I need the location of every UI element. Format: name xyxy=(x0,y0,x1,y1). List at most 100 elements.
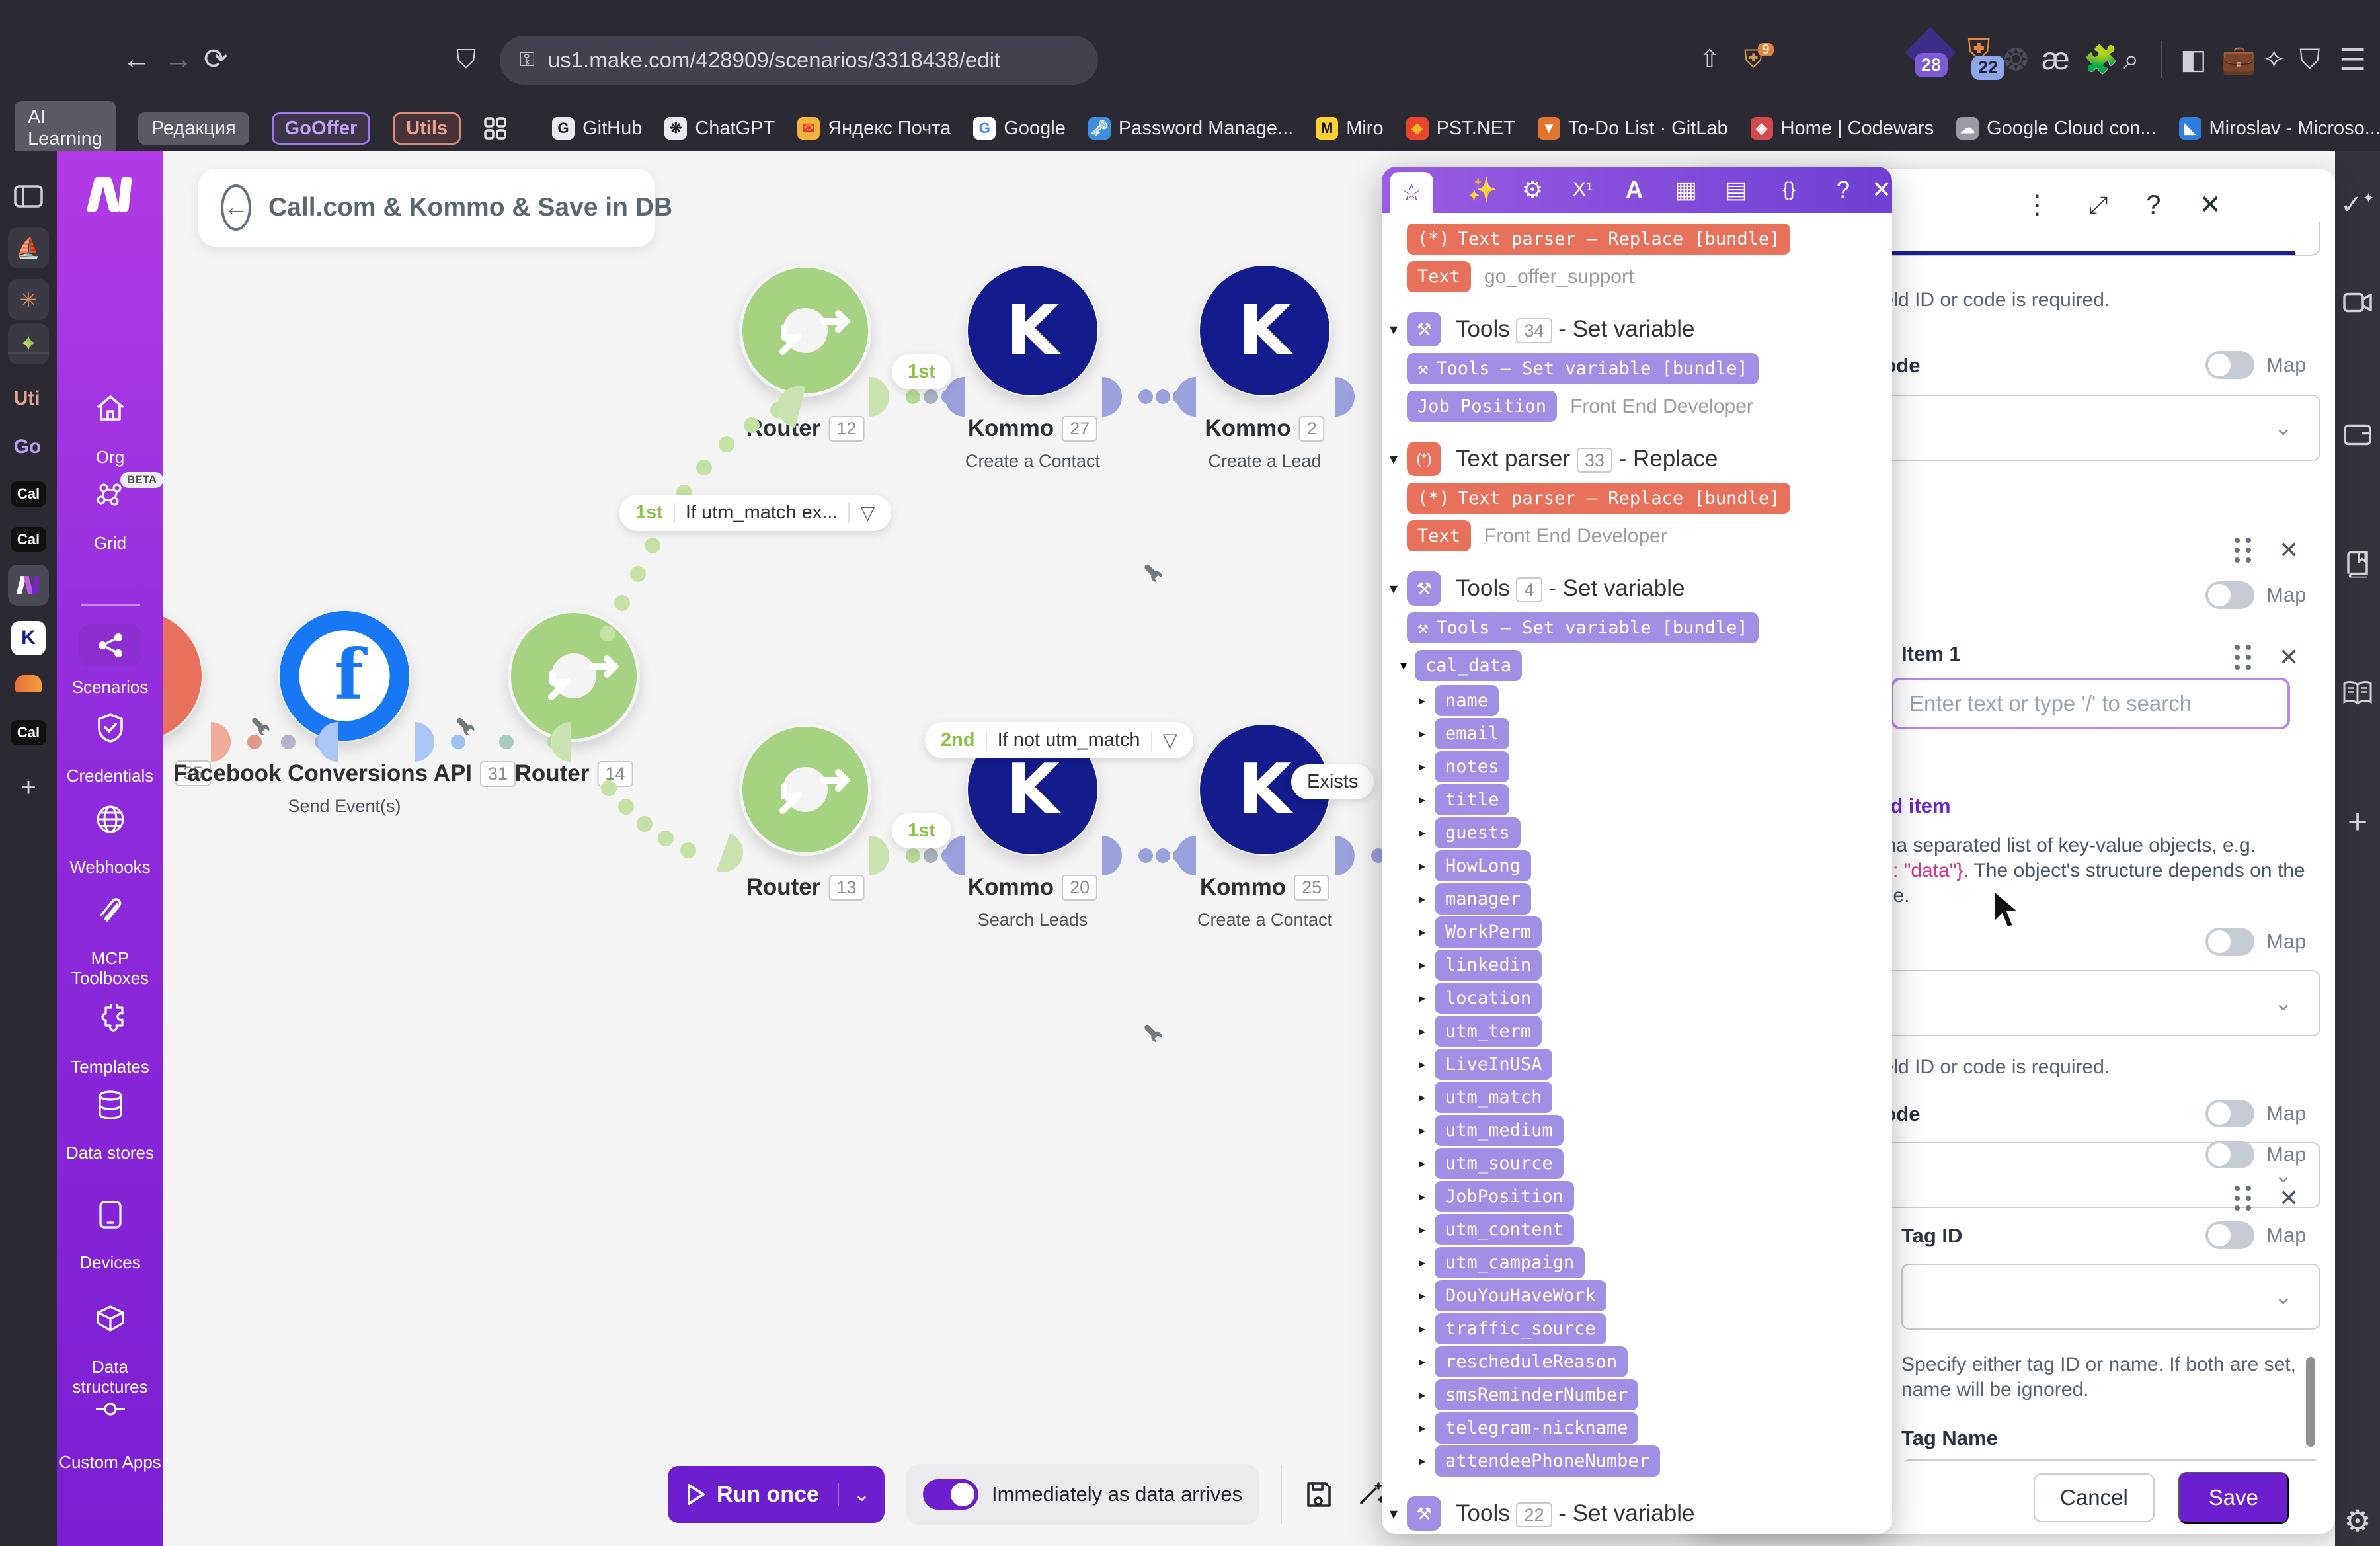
tabstrip-sidebar-toggle[interactable] xyxy=(8,176,49,217)
tabstrip-cal-com[interactable]: Cal xyxy=(8,473,49,514)
extension-dark-icon[interactable]: ❂ xyxy=(2003,42,2029,77)
expand-caret[interactable]: ▸ xyxy=(1419,1157,1426,1171)
expand-caret[interactable]: ▸ xyxy=(1419,1256,1426,1270)
sidebar-item-credentials[interactable] xyxy=(57,713,163,743)
tree-field-chip[interactable]: ▸ manager xyxy=(1419,883,1892,915)
tabstrip-kommo[interactable]: K xyxy=(8,618,49,659)
sidebar-item-scenarios[interactable] xyxy=(57,624,163,667)
tabstrip-cal-com[interactable]: Cal xyxy=(8,712,49,753)
expand-caret[interactable]: ▸ xyxy=(1419,727,1426,741)
module-node-router-14[interactable] xyxy=(508,610,640,742)
magic-wand-icon[interactable] xyxy=(1355,1479,1385,1510)
panel-menu-icon[interactable]: ⋮ xyxy=(2024,190,2051,220)
tree-field-chip[interactable]: ▸ notes xyxy=(1419,751,1892,782)
add-sidebar-icon[interactable]: + xyxy=(2347,803,2368,841)
wrench-icon[interactable] xyxy=(243,716,273,739)
drag-handle[interactable] xyxy=(2235,538,2252,563)
remove-item-icon[interactable]: ✕ xyxy=(2279,1184,2299,1211)
bookmark-item[interactable]: ◈ Home | Codewars xyxy=(1750,117,1934,140)
wallet-icon[interactable]: 💼 xyxy=(2221,44,2256,75)
module-node-kommo-25[interactable]: K xyxy=(1199,723,1331,856)
sparkle-ai-icon[interactable]: ✧ xyxy=(2262,44,2286,75)
map-toggle-values[interactable]: Map xyxy=(2205,581,2306,609)
save-button[interactable]: Save xyxy=(2178,1472,2289,1524)
reading-list-icon[interactable] xyxy=(2343,680,2372,708)
expand-caret[interactable]: ▸ xyxy=(1419,694,1426,708)
tag-id-select[interactable]: ⌄ xyxy=(1901,1264,2320,1330)
bundle-tag[interactable]: ⚒ Tools — Set variable [bundle] xyxy=(1407,612,1892,643)
extension-badge-28[interactable]: 28 xyxy=(1915,53,1948,77)
bookmark-item[interactable]: 🗝 Password Manage... xyxy=(1088,117,1293,140)
ae-extension-icon[interactable]: æ xyxy=(2042,42,2070,77)
bundle-tag[interactable]: (*) Text parser — Replace [bundle] xyxy=(1407,483,1892,514)
tree-field-chip[interactable]: ▸ utm_content xyxy=(1419,1214,1892,1245)
tree-field-chip[interactable]: ▸ HowLong xyxy=(1419,850,1892,881)
scheduling-toggle[interactable] xyxy=(923,1479,979,1510)
tabstrip-new-tab[interactable]: + xyxy=(20,772,36,802)
tabstrip-app-crown[interactable]: ⛵ xyxy=(8,227,49,268)
close-panel-icon[interactable]: ✕ xyxy=(1871,176,1892,203)
expand-caret[interactable]: ▸ xyxy=(1419,1223,1426,1237)
item-controls[interactable]: ✕ xyxy=(2235,536,2299,564)
collapse-caret[interactable]: ▾ xyxy=(1390,579,1398,598)
route-badge-exists[interactable]: Exists xyxy=(1291,764,1374,799)
run-options-chevron[interactable]: ⌄ xyxy=(837,1483,885,1506)
bookmark-item[interactable]: M Miro xyxy=(1316,117,1384,140)
site-permissions-icon[interactable]: ⚿ xyxy=(520,49,535,71)
bookmark-book-icon[interactable] xyxy=(2344,551,2371,581)
expand-caret[interactable]: ▸ xyxy=(1419,1322,1426,1336)
item1-lower-controls[interactable]: ✕ xyxy=(2235,1184,2299,1212)
expand-caret[interactable]: ▸ xyxy=(1419,826,1426,840)
bookmark-item[interactable]: G GitHub xyxy=(552,117,642,140)
sparkles-tab[interactable]: ✨ xyxy=(1467,176,1497,203)
save-icon[interactable] xyxy=(1303,1479,1333,1510)
settings-gear-icon[interactable]: ⚙ xyxy=(2344,1504,2371,1538)
map-toggle-field-code[interactable]: Map xyxy=(2205,351,2306,379)
tree-field-chip[interactable]: ▸ smsReminderNumber xyxy=(1419,1379,1892,1410)
expand-caret[interactable]: ▸ xyxy=(1419,1123,1426,1138)
tree-field-chip[interactable]: ▸ traffic_source xyxy=(1419,1313,1892,1344)
tab-group-utils[interactable]: Utils xyxy=(393,112,461,145)
sidebar-item-custom-apps[interactable] xyxy=(57,1399,163,1419)
map-toggle-tags[interactable]: Map xyxy=(2205,1141,2306,1168)
tree-parent-chip[interactable]: ▾ cal_data xyxy=(1400,650,1892,681)
shield-icon[interactable]: ⛨ 9 xyxy=(1744,43,1774,72)
map-toggle-field-id[interactable]: Map xyxy=(2205,928,2306,956)
wrench-icon[interactable] xyxy=(448,716,478,739)
value-search-input[interactable]: Enter text or type '/' to search xyxy=(1891,678,2290,729)
help-tab[interactable]: ? xyxy=(1836,176,1850,203)
module-node-red-35[interactable] xyxy=(163,610,203,742)
expand-caret[interactable]: ▸ xyxy=(1419,760,1426,774)
module-node-kommo-2[interactable]: K xyxy=(1199,264,1331,397)
tree-field-chip[interactable]: ▸ attendeePhoneNumber xyxy=(1419,1445,1892,1477)
back-icon[interactable]: ← xyxy=(122,43,151,75)
tree-field-chip[interactable]: ▸ utm_medium xyxy=(1419,1115,1892,1146)
date-tab[interactable]: ▦ xyxy=(1674,176,1697,203)
gear-tab[interactable]: ⚙ xyxy=(1521,176,1544,203)
sidebar-item-org[interactable] xyxy=(57,394,163,422)
sidebar-item-templates[interactable] xyxy=(57,1004,163,1033)
expand-caret[interactable]: ▸ xyxy=(1419,892,1426,907)
ai-check-icon[interactable]: ✓✦ xyxy=(2340,190,2375,220)
share-icon[interactable]: ⇧ xyxy=(1699,46,1720,73)
tree-field-chip[interactable]: ▸ location xyxy=(1419,983,1892,1014)
back-button[interactable]: ← xyxy=(221,184,251,231)
page-search-icon[interactable]: ⌕ xyxy=(2123,44,2139,75)
panel-help-icon[interactable]: ? xyxy=(2146,190,2161,220)
bookmarks-grid-icon[interactable] xyxy=(483,116,507,140)
remove-item-icon[interactable]: ✕ xyxy=(2279,536,2299,563)
tree-field-chip[interactable]: ▸ guests xyxy=(1419,817,1892,848)
expand-caret[interactable]: ▸ xyxy=(1419,859,1426,874)
tab-group-редакция[interactable]: Редакция xyxy=(138,112,249,145)
tab-group-ai learning[interactable]: AI Learning xyxy=(15,101,116,155)
collapse-caret[interactable]: ▾ xyxy=(1390,450,1398,468)
expand-caret[interactable]: ▸ xyxy=(1419,1057,1426,1072)
expand-caret[interactable]: ▸ xyxy=(1419,1454,1426,1469)
module-node-facebook-conversions-api-31[interactable]: f xyxy=(278,610,411,742)
superscript-tab[interactable]: X¹ xyxy=(1573,179,1593,200)
cancel-button[interactable]: Cancel xyxy=(2034,1473,2155,1522)
tree-field-chip[interactable]: ▸ linkedin xyxy=(1419,950,1892,981)
route-badge-1st-if-utm-match[interactable]: 1st If utm_match ex... ▽ xyxy=(619,495,891,531)
panel-scrollbar[interactable] xyxy=(2306,1357,2315,1447)
expand-caret[interactable]: ▸ xyxy=(1419,1024,1426,1039)
